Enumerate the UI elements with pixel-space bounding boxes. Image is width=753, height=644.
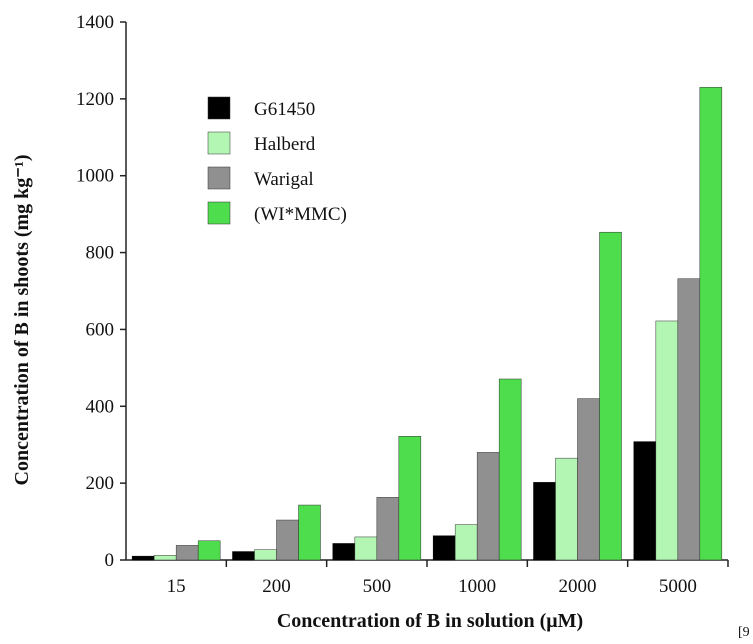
bar-halberd-200 (254, 549, 277, 561)
y-tick-label: 400 (86, 396, 115, 417)
x-tick-label: 200 (262, 576, 291, 597)
x-tick-label: 1000 (458, 576, 496, 597)
legend-label: Halberd (254, 134, 316, 155)
bars (131, 87, 723, 561)
x-tick-label: 2000 (559, 576, 597, 597)
legend-swatch (207, 131, 231, 155)
bar-g61450-5000 (633, 441, 657, 561)
bar-halberd-15 (153, 555, 177, 561)
legend-label: (WI*MMC) (254, 204, 347, 225)
bar-wimmc-2000 (599, 231, 622, 561)
y-tick-label: 1000 (76, 166, 114, 187)
legend-swatch (207, 166, 231, 190)
bar-g61450-200 (232, 551, 255, 561)
y-axis-title: Concentration of B in shoots (mg kg⁻¹) (11, 154, 33, 485)
x-axis-title: Concentration of B in solution (μM) (277, 610, 583, 632)
legend-label: Warigal (254, 169, 314, 190)
reference-mark: [9 (738, 625, 750, 640)
bar-g61450-2000 (533, 482, 556, 561)
y-tick-label: 1200 (76, 89, 114, 110)
y-tick-label: 1400 (76, 12, 114, 33)
axes (120, 21, 729, 567)
bar-halberd-1000 (454, 524, 478, 561)
bar-warigal-200 (276, 519, 299, 561)
x-tick-labels: 15 200 500 1000 2000 5000 (167, 576, 697, 597)
bar-warigal-2000 (577, 398, 600, 561)
legend-swatch (207, 96, 231, 120)
y-tick-label: 200 (86, 473, 115, 494)
bar-halberd-2000 (555, 457, 578, 561)
legend-label: G61450 (254, 99, 315, 120)
y-tick-label: 0 (105, 550, 115, 571)
bar-warigal-15 (175, 545, 199, 561)
bar-halberd-500 (354, 536, 378, 561)
legend: G61450 Halberd Warigal (WI*MMC) (207, 96, 347, 225)
y-tick-label: 800 (86, 243, 115, 264)
x-tick-label: 15 (167, 576, 186, 597)
bar-g61450-500 (332, 543, 356, 561)
bar-wimmc-1000 (498, 378, 522, 561)
bar-g61450-1000 (432, 535, 456, 561)
x-tick-label: 500 (363, 576, 392, 597)
bar-warigal-500 (376, 497, 400, 561)
y-tick-label: 600 (86, 319, 115, 340)
bar-wimmc-500 (398, 436, 422, 561)
bar-halberd-5000 (655, 320, 679, 561)
bar-warigal-1000 (476, 452, 500, 561)
bar-wimmc-5000 (699, 87, 723, 561)
legend-swatch (207, 201, 231, 225)
bar-warigal-5000 (677, 278, 701, 561)
x-tick-label: 5000 (659, 576, 697, 597)
bar-wimmc-200 (298, 504, 321, 561)
bar-wimmc-15 (197, 540, 221, 561)
bar-g61450-15 (131, 555, 155, 561)
y-tick-labels: 0 200 400 600 800 1000 1200 1400 (76, 12, 114, 571)
